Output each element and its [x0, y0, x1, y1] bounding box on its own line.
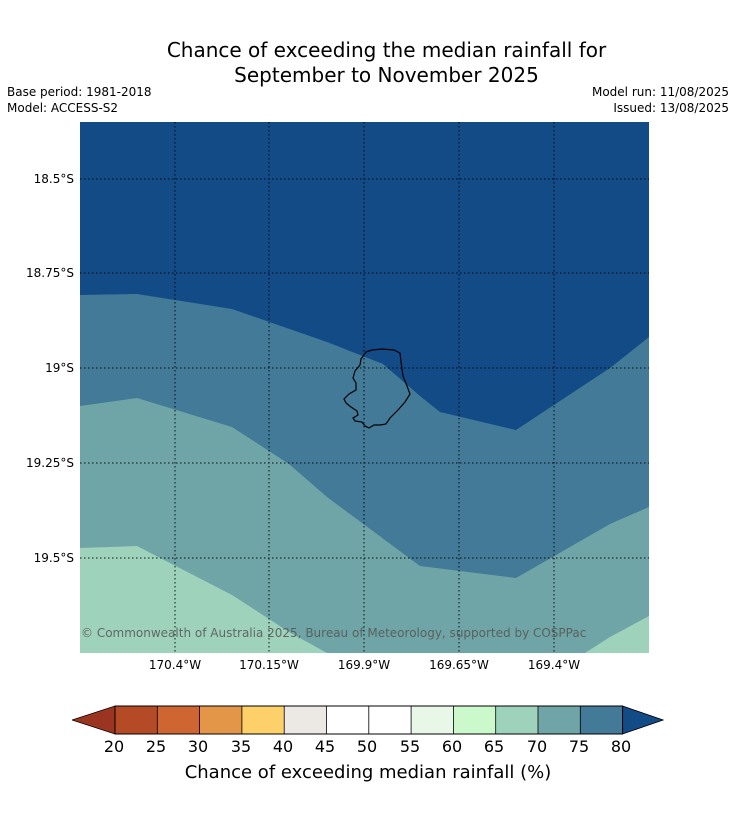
- colorbar-tick-80: 80: [610, 737, 632, 756]
- lon-label-169-65: 169.65°W: [429, 658, 489, 672]
- lon-label-169-4: 169.4°W: [527, 658, 581, 672]
- colorbar-high-extend: [622, 705, 665, 735]
- colorbar-tick-65: 65: [483, 737, 505, 756]
- band-70-75: [80, 398, 649, 653]
- model-run: Model run: 11/08/2025: [591, 85, 729, 99]
- colorbar-bin-50-55: [368, 706, 412, 734]
- model-name: Model: ACCESS-S2: [7, 101, 119, 115]
- colorbar-dividers: [156, 706, 581, 734]
- colorbar-tick-40: 40: [272, 737, 294, 756]
- colorbar-tick-45: 45: [314, 737, 336, 756]
- title-line-1: Chance of exceeding the median rainfall …: [166, 38, 607, 62]
- colorbar-label: Chance of exceeding median rainfall (%): [184, 762, 552, 783]
- island-outline: [343, 348, 411, 429]
- base-period: Base period: 1981-2018: [7, 85, 152, 99]
- colorbar-bin-25-30: [157, 706, 200, 734]
- colorbar-tick-70: 70: [526, 737, 548, 756]
- colorbar-tick-55: 55: [399, 737, 421, 756]
- colorbar-bin-55-60: [411, 706, 454, 734]
- colorbar-tick-50: 50: [356, 737, 378, 756]
- lat-label-19: 19°S: [45, 361, 74, 375]
- colorbar-tick-30: 30: [187, 737, 209, 756]
- colorbar-bin-40-45: [284, 706, 327, 734]
- lat-label-19-5: 19.5°S: [33, 551, 74, 565]
- colorbar-tick-60: 60: [441, 737, 463, 756]
- colorbar-bin-75-80: [580, 706, 623, 734]
- lat-label-19-25: 19.25°S: [26, 456, 74, 470]
- colorbar-graphic: [70, 705, 665, 735]
- colorbar-tick-25: 25: [145, 737, 167, 756]
- colorbar-tick-20: 20: [103, 737, 125, 756]
- map-panel: [80, 122, 649, 653]
- meta-right: Model run: 11/08/2025 Issued: 13/08/2025: [592, 84, 729, 116]
- map-title: Chance of exceeding the median rainfall …: [0, 38, 736, 88]
- colorbar-bin-35-40: [241, 706, 285, 734]
- colorbar-bin-30-35: [199, 706, 242, 734]
- colorbar-bin-70-75: [538, 706, 581, 734]
- colorbar-bin-20-25: [115, 706, 158, 734]
- lon-label-169-9: 169.9°W: [337, 658, 391, 672]
- colorbar-frame: [114, 705, 624, 735]
- graticule: [80, 122, 649, 653]
- band-65-70: [80, 546, 649, 653]
- lon-label-170-15: 170.15°W: [239, 658, 299, 672]
- lon-label-170-4: 170.4°W: [148, 658, 202, 672]
- forecast-map: [80, 122, 649, 653]
- colorbar-tick-75: 75: [568, 737, 590, 756]
- issued-date: Issued: 13/08/2025: [613, 101, 729, 115]
- lat-label-18-75: 18.75°S: [26, 266, 74, 280]
- colorbar: [70, 704, 665, 736]
- meta-left: Base period: 1981-2018 Model: ACCESS-S2: [7, 84, 152, 116]
- colorbar-tick-35: 35: [230, 737, 252, 756]
- colorbar-bin-60-65: [453, 706, 496, 734]
- copyright-notice: © Commonwealth of Australia 2025, Bureau…: [81, 626, 587, 640]
- title-line-2: September to November 2025: [234, 63, 539, 87]
- colorbar-bin-45-50: [326, 706, 369, 734]
- lat-label-18-5: 18.5°S: [33, 172, 74, 186]
- colorbar-low-extend: [70, 705, 116, 735]
- colorbar-bin-65-70: [495, 706, 538, 734]
